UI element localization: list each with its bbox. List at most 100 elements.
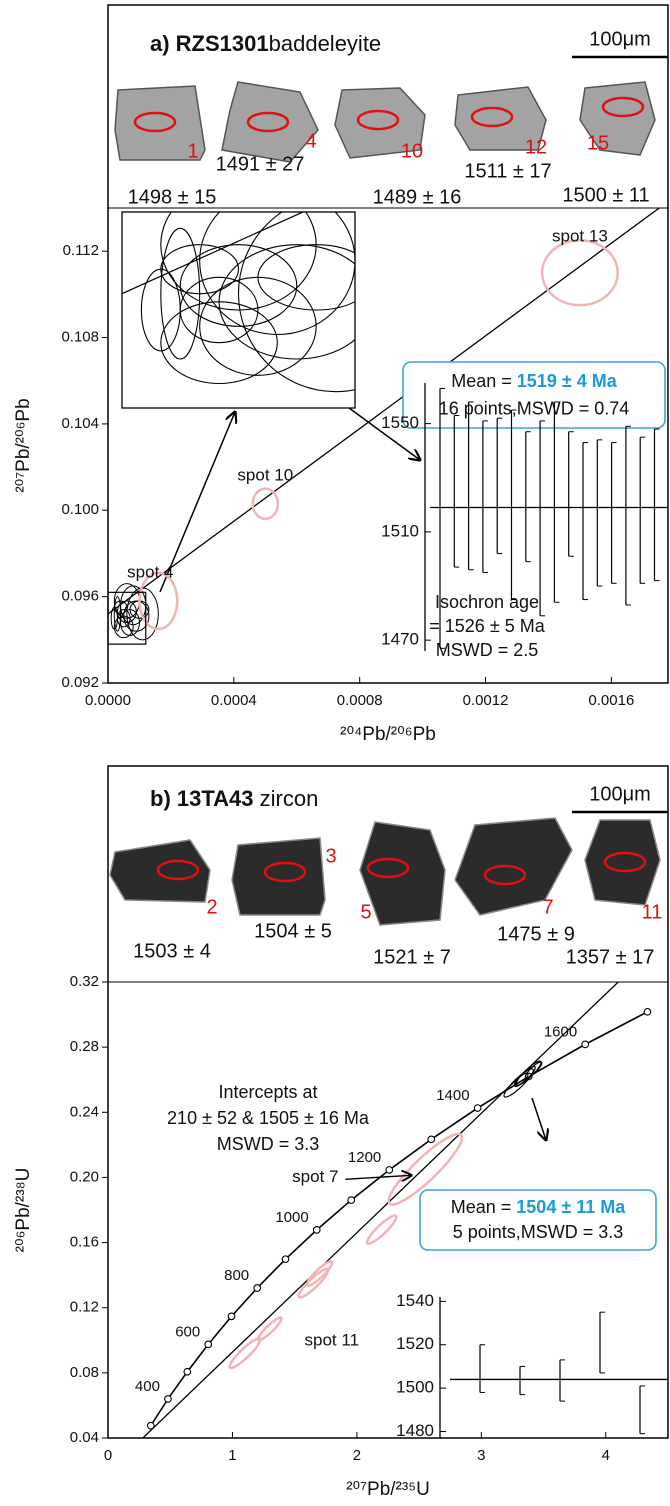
concordia-age-point bbox=[474, 1105, 481, 1112]
grain-number: 5 bbox=[360, 901, 371, 923]
grain-age: 1511 ± 17 bbox=[464, 160, 551, 182]
grain-image bbox=[110, 840, 210, 902]
y-tick-label: 0.20 bbox=[70, 1168, 99, 1185]
x-tick-label: 3 bbox=[477, 1447, 485, 1464]
grain-age: 1498 ± 15 bbox=[128, 186, 217, 208]
grain-age: 1357 ± 17 bbox=[566, 946, 655, 968]
annotation: MSWD = 3.3 bbox=[217, 1134, 320, 1154]
wm-tick-label: 1540 bbox=[396, 1291, 434, 1310]
grain-number: 4 bbox=[305, 130, 316, 152]
scale-bar-label: 100μm bbox=[589, 28, 651, 50]
arrow bbox=[532, 1098, 546, 1140]
y-tick-label: 0.24 bbox=[70, 1103, 99, 1120]
concordia-age-label: 1000 bbox=[275, 1209, 308, 1226]
mean-prefix: Mean = bbox=[451, 371, 517, 391]
figure: a) RZS1301baddeleyite100μm11498 ± 154149… bbox=[0, 0, 670, 1506]
x-tick-label: 0.0004 bbox=[211, 692, 257, 709]
x-tick-label: 0 bbox=[104, 1447, 112, 1464]
grain-age: 1504 ± 5 bbox=[254, 920, 332, 942]
title-sample: a) RZS1301 bbox=[150, 31, 269, 56]
mean-value: 1504 ± 11 Ma bbox=[516, 1197, 626, 1217]
concordia-age-point bbox=[386, 1167, 393, 1174]
concordia-age-point bbox=[165, 1396, 172, 1403]
concordia-age-point bbox=[254, 1285, 261, 1292]
concordia-age-point bbox=[428, 1136, 435, 1143]
grain-number: 15 bbox=[587, 132, 609, 154]
x-tick-label: 0.0008 bbox=[337, 692, 383, 709]
wm-tick-label: 1510 bbox=[381, 521, 419, 540]
x-tick-label: 1 bbox=[228, 1447, 236, 1464]
grain-number: 10 bbox=[401, 140, 423, 162]
error-ellipse bbox=[542, 240, 618, 305]
grain-number: 2 bbox=[206, 896, 217, 918]
y-axis-label: ²⁰⁶Pb/²³⁸U bbox=[13, 1168, 34, 1253]
concordia-age-point bbox=[205, 1341, 212, 1348]
grain-age: 1503 ± 4 bbox=[133, 940, 211, 962]
y-tick-label: 0.096 bbox=[61, 588, 99, 605]
grain-age: 1521 ± 7 bbox=[373, 946, 451, 968]
y-tick-label: 0.16 bbox=[70, 1234, 99, 1251]
concordia-age-label: 1400 bbox=[436, 1087, 469, 1104]
spot-label: spot 13 bbox=[552, 226, 608, 245]
panel-title: b) 13TA43 zircon bbox=[150, 786, 318, 811]
concordia-age-point bbox=[644, 1009, 651, 1016]
y-tick-label: 0.12 bbox=[70, 1299, 99, 1316]
error-ellipse bbox=[364, 1213, 399, 1247]
concordia-age-point bbox=[184, 1368, 191, 1375]
concordia-age-point bbox=[582, 1041, 589, 1048]
y-tick-label: 0.092 bbox=[61, 674, 99, 691]
y-tick-label: 0.100 bbox=[61, 501, 99, 518]
wm-tick-label: 1470 bbox=[381, 630, 419, 649]
grain-image bbox=[222, 82, 318, 162]
title-mineral: baddeleyite bbox=[269, 31, 382, 56]
mean-prefix: Mean = bbox=[451, 1197, 517, 1217]
y-tick-label: 0.112 bbox=[63, 242, 99, 259]
grain-age: 1475 ± 9 bbox=[497, 923, 575, 945]
x-tick-label: 2 bbox=[353, 1447, 361, 1464]
grain-number: 11 bbox=[642, 901, 663, 923]
annotation: Isochron age bbox=[435, 592, 539, 612]
x-axis-label: ²⁰⁴Pb/²⁰⁶Pb bbox=[340, 724, 436, 745]
x-tick-label: 0.0000 bbox=[85, 692, 131, 709]
mean-text: Mean = 1519 ± 4 Ma bbox=[451, 371, 617, 391]
grain-number: 7 bbox=[542, 896, 553, 918]
y-tick-label: 0.04 bbox=[70, 1429, 99, 1446]
grain-number: 12 bbox=[525, 136, 547, 158]
x-tick-label: 4 bbox=[602, 1447, 610, 1464]
concordia-age-label: 1200 bbox=[348, 1149, 381, 1166]
title-mineral: zircon bbox=[254, 786, 319, 811]
concordia-age-label: 600 bbox=[175, 1323, 200, 1340]
wm-tick-label: 1480 bbox=[396, 1421, 434, 1440]
spot-label: spot 7 bbox=[292, 1167, 338, 1186]
spot-label: spot 11 bbox=[305, 1330, 360, 1349]
spot-label: spot 4 bbox=[127, 562, 173, 581]
mean-detail: 16 points,MSWD = 0.74 bbox=[439, 398, 630, 418]
concordia-age-point bbox=[147, 1422, 154, 1429]
mean-text: Mean = 1504 ± 11 Ma bbox=[451, 1197, 626, 1217]
concordia-age-label: 800 bbox=[224, 1267, 249, 1284]
concordia-age-label: 400 bbox=[135, 1378, 160, 1395]
wm-tick-label: 1550 bbox=[381, 413, 419, 432]
wm-tick-label: 1520 bbox=[396, 1334, 434, 1353]
error-ellipse bbox=[121, 610, 140, 636]
y-tick-label: 0.108 bbox=[61, 329, 99, 346]
y-tick-label: 0.08 bbox=[70, 1364, 99, 1381]
concordia-age-point bbox=[348, 1197, 355, 1204]
y-tick-label: 0.104 bbox=[61, 415, 99, 432]
concordia-age-point bbox=[282, 1256, 289, 1263]
scale-bar-label: 100μm bbox=[589, 783, 651, 805]
grain-image bbox=[585, 820, 660, 905]
y-axis-label: ²⁰⁷Pb/²⁰⁶Pb bbox=[13, 398, 34, 492]
annotation: MSWD = 2.5 bbox=[436, 640, 539, 660]
concordia-age-point bbox=[313, 1227, 320, 1234]
x-tick-label: 0.0012 bbox=[463, 692, 509, 709]
annotation: Intercepts at bbox=[218, 1082, 317, 1102]
y-tick-label: 0.32 bbox=[70, 973, 99, 990]
grain-image bbox=[232, 838, 325, 915]
mean-value: 1519 ± 4 Ma bbox=[517, 371, 618, 391]
panel-title: a) RZS1301baddeleyite bbox=[150, 31, 381, 56]
x-tick-label: 0.0016 bbox=[588, 692, 634, 709]
annotation: = 1526 ± 5 Ma bbox=[429, 616, 545, 636]
grain-number: 3 bbox=[325, 845, 336, 867]
grain-age: 1500 ± 11 bbox=[562, 184, 649, 206]
